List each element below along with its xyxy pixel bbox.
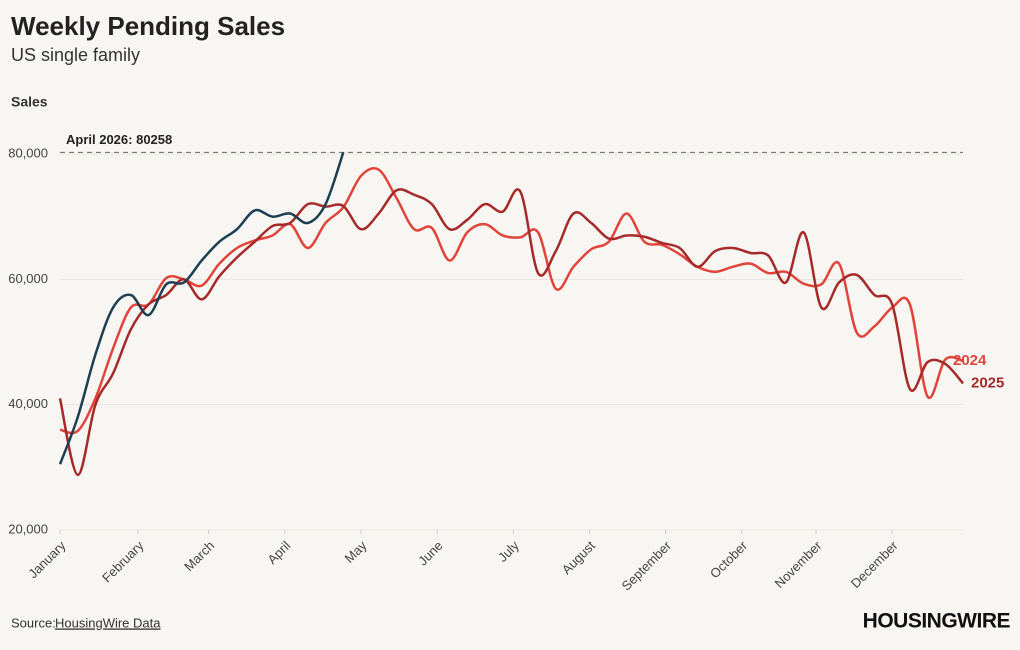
x-tick-label: January xyxy=(25,538,69,582)
source-link[interactable]: HousingWire Data xyxy=(55,615,161,630)
x-tick-label: July xyxy=(495,538,522,565)
logo: HOUSINGWIRE xyxy=(863,610,1011,633)
x-tick-label: May xyxy=(342,538,370,566)
series-line xyxy=(59,166,964,435)
annotation: April 2026: 80258 xyxy=(66,132,172,147)
chart-title: Weekly Pending Sales xyxy=(11,11,285,41)
x-tick-label: December xyxy=(848,537,901,590)
x-tick-label: October xyxy=(707,537,751,581)
x-tick-label: June xyxy=(415,538,446,569)
series-label: 2024 xyxy=(953,352,987,369)
y-tick-label: 60,000 xyxy=(8,271,48,286)
series-line xyxy=(58,188,964,477)
series-line xyxy=(58,151,345,465)
x-tick-label: April xyxy=(264,538,293,567)
series-label: 2025 xyxy=(971,374,1004,391)
x-tick-label: November xyxy=(772,537,825,590)
y-axis-label: Sales xyxy=(11,94,48,110)
y-tick-label: 80,000 xyxy=(8,145,48,160)
x-tick-label: March xyxy=(181,538,217,574)
source-prefix: Source: xyxy=(11,615,56,630)
chart-subtitle: US single family xyxy=(11,45,140,65)
x-tick-label: September xyxy=(619,537,675,593)
y-tick-label: 20,000 xyxy=(8,521,48,536)
x-tick-label: February xyxy=(99,538,147,586)
x-tick-label: August xyxy=(559,538,598,577)
y-tick-label: 40,000 xyxy=(8,396,48,411)
